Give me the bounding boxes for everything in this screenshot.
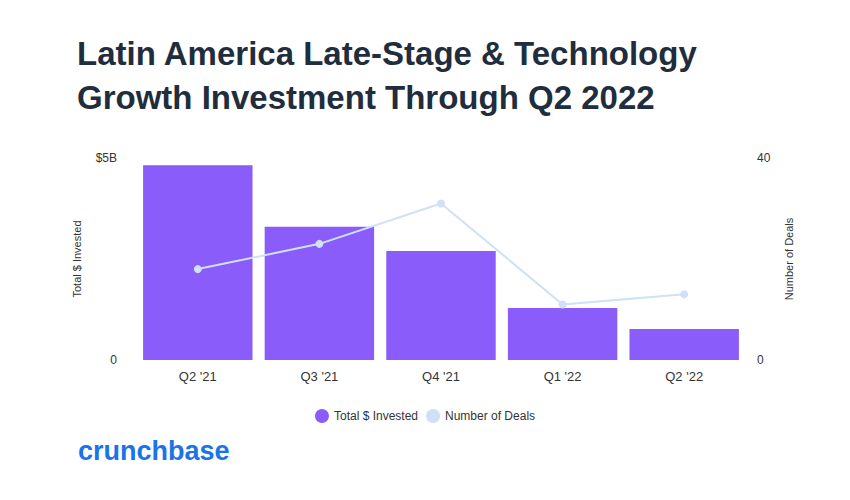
svg-text:Total $ Invested: Total $ Invested [334,409,418,423]
svg-text:Growth Investment Through Q2 2: Growth Investment Through Q2 2022 [77,79,655,116]
svg-text:Q1 '22: Q1 '22 [544,369,582,384]
svg-text:$5B: $5B [96,151,117,165]
svg-text:Q4 '21: Q4 '21 [422,369,460,384]
svg-text:Total $ Invested: Total $ Invested [71,220,83,297]
svg-text:Latin America Late-Stage & Tec: Latin America Late-Stage & Technology [77,35,706,72]
svg-text:Number of Deals: Number of Deals [783,217,795,300]
svg-text:Q3 '21: Q3 '21 [300,369,338,384]
svg-text:0: 0 [110,353,117,367]
svg-text:Q2 '21: Q2 '21 [179,369,217,384]
svg-text:Q2 '22: Q2 '22 [665,369,703,384]
svg-text:40: 40 [757,151,771,165]
svg-text:crunchbase: crunchbase [78,436,230,466]
svg-text:0: 0 [757,353,764,367]
svg-text:Number of Deals: Number of Deals [445,409,535,423]
